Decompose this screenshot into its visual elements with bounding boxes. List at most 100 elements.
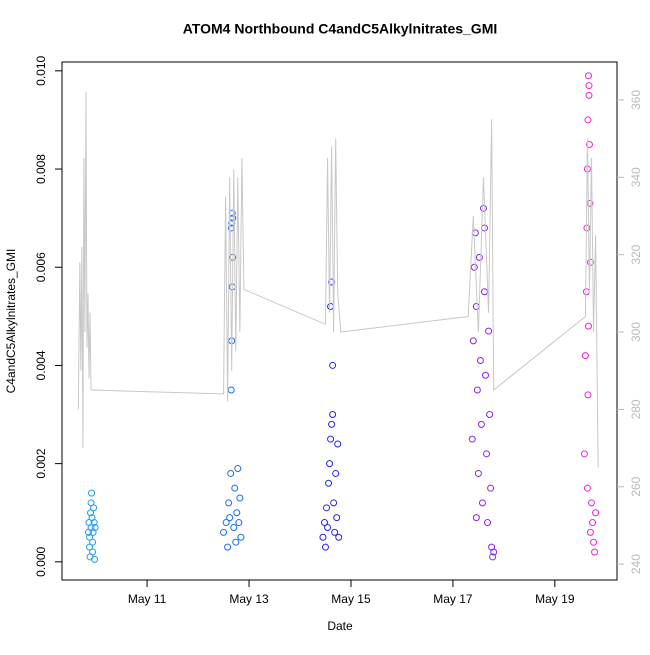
point xyxy=(479,204,487,212)
point xyxy=(227,386,235,394)
point xyxy=(582,288,590,296)
line xyxy=(77,92,599,468)
point xyxy=(583,484,591,492)
point xyxy=(472,303,480,311)
point xyxy=(487,484,495,492)
y-tick-label: 0.000 xyxy=(34,546,48,576)
x-axis-title: Date xyxy=(327,619,353,633)
point xyxy=(484,519,492,527)
point xyxy=(581,352,589,360)
point xyxy=(471,229,479,237)
point xyxy=(586,258,594,266)
point xyxy=(480,224,488,232)
point xyxy=(90,519,98,527)
point xyxy=(584,116,592,124)
y2-tick-label: 280 xyxy=(629,399,643,419)
point xyxy=(87,509,95,517)
point xyxy=(91,523,99,531)
point xyxy=(227,469,235,477)
y2-tick-label: 360 xyxy=(629,90,643,110)
point xyxy=(328,420,336,428)
point xyxy=(319,533,327,541)
point xyxy=(489,553,497,561)
point xyxy=(236,494,244,502)
point xyxy=(580,450,588,458)
point xyxy=(331,528,339,536)
point xyxy=(477,420,485,428)
point xyxy=(224,543,232,551)
y-axis-title: C4andC5Alkylnitrates_GMI xyxy=(4,249,18,394)
point xyxy=(234,465,242,473)
x-tick-label: May 17 xyxy=(433,592,473,606)
point xyxy=(473,386,481,394)
point xyxy=(325,479,333,487)
point xyxy=(588,499,596,507)
point xyxy=(469,337,477,345)
point xyxy=(483,450,491,458)
x-tick-label: May 19 xyxy=(535,592,575,606)
point xyxy=(329,411,337,419)
point xyxy=(231,484,239,492)
point xyxy=(232,538,240,546)
point xyxy=(327,303,335,311)
point xyxy=(589,519,597,527)
point xyxy=(585,82,593,90)
x-tick-label: May 11 xyxy=(128,592,167,606)
point xyxy=(321,543,329,551)
point xyxy=(470,263,478,271)
point xyxy=(584,391,592,399)
point xyxy=(485,327,493,335)
point xyxy=(486,411,494,419)
point xyxy=(584,322,592,330)
point xyxy=(324,523,332,531)
point xyxy=(480,288,488,296)
point xyxy=(335,533,343,541)
point xyxy=(334,440,342,448)
point xyxy=(472,514,480,522)
point xyxy=(591,548,599,556)
point xyxy=(220,528,228,536)
point xyxy=(586,528,594,536)
y-tick-label: 0.008 xyxy=(34,154,48,184)
chart-title: ATOM4 Northbound C4andC5Alkylnitrates_GM… xyxy=(183,21,498,37)
point xyxy=(475,253,483,261)
point xyxy=(329,361,337,369)
y2-tick-label: 300 xyxy=(629,322,643,342)
y-tick-label: 0.010 xyxy=(34,55,48,85)
point xyxy=(91,555,99,563)
point xyxy=(478,499,486,507)
point xyxy=(323,504,331,512)
point xyxy=(235,519,243,527)
point xyxy=(90,504,98,512)
point xyxy=(482,371,490,379)
point xyxy=(326,460,334,468)
point xyxy=(490,548,498,556)
point xyxy=(474,469,482,477)
point xyxy=(88,489,96,497)
point xyxy=(584,72,592,80)
point xyxy=(592,509,600,517)
point xyxy=(89,548,97,556)
point xyxy=(230,523,238,531)
point xyxy=(330,499,338,507)
point xyxy=(585,140,593,148)
y-tick-label: 0.006 xyxy=(34,252,48,282)
y-tick-label: 0.004 xyxy=(34,350,48,380)
y-tick-label: 0.002 xyxy=(34,448,48,478)
point xyxy=(333,514,341,522)
point xyxy=(590,538,598,546)
x-tick-label: May 15 xyxy=(331,592,371,606)
x-tick-label: May 13 xyxy=(229,592,269,606)
point xyxy=(86,533,94,541)
point xyxy=(233,509,241,517)
point xyxy=(327,435,335,443)
point xyxy=(476,357,484,365)
plot-frame xyxy=(61,61,618,581)
y2-tick-label: 260 xyxy=(629,476,643,496)
y2-tick-label: 340 xyxy=(629,167,643,187)
point xyxy=(225,499,233,507)
point xyxy=(585,91,593,99)
point xyxy=(226,514,234,522)
point xyxy=(320,519,328,527)
